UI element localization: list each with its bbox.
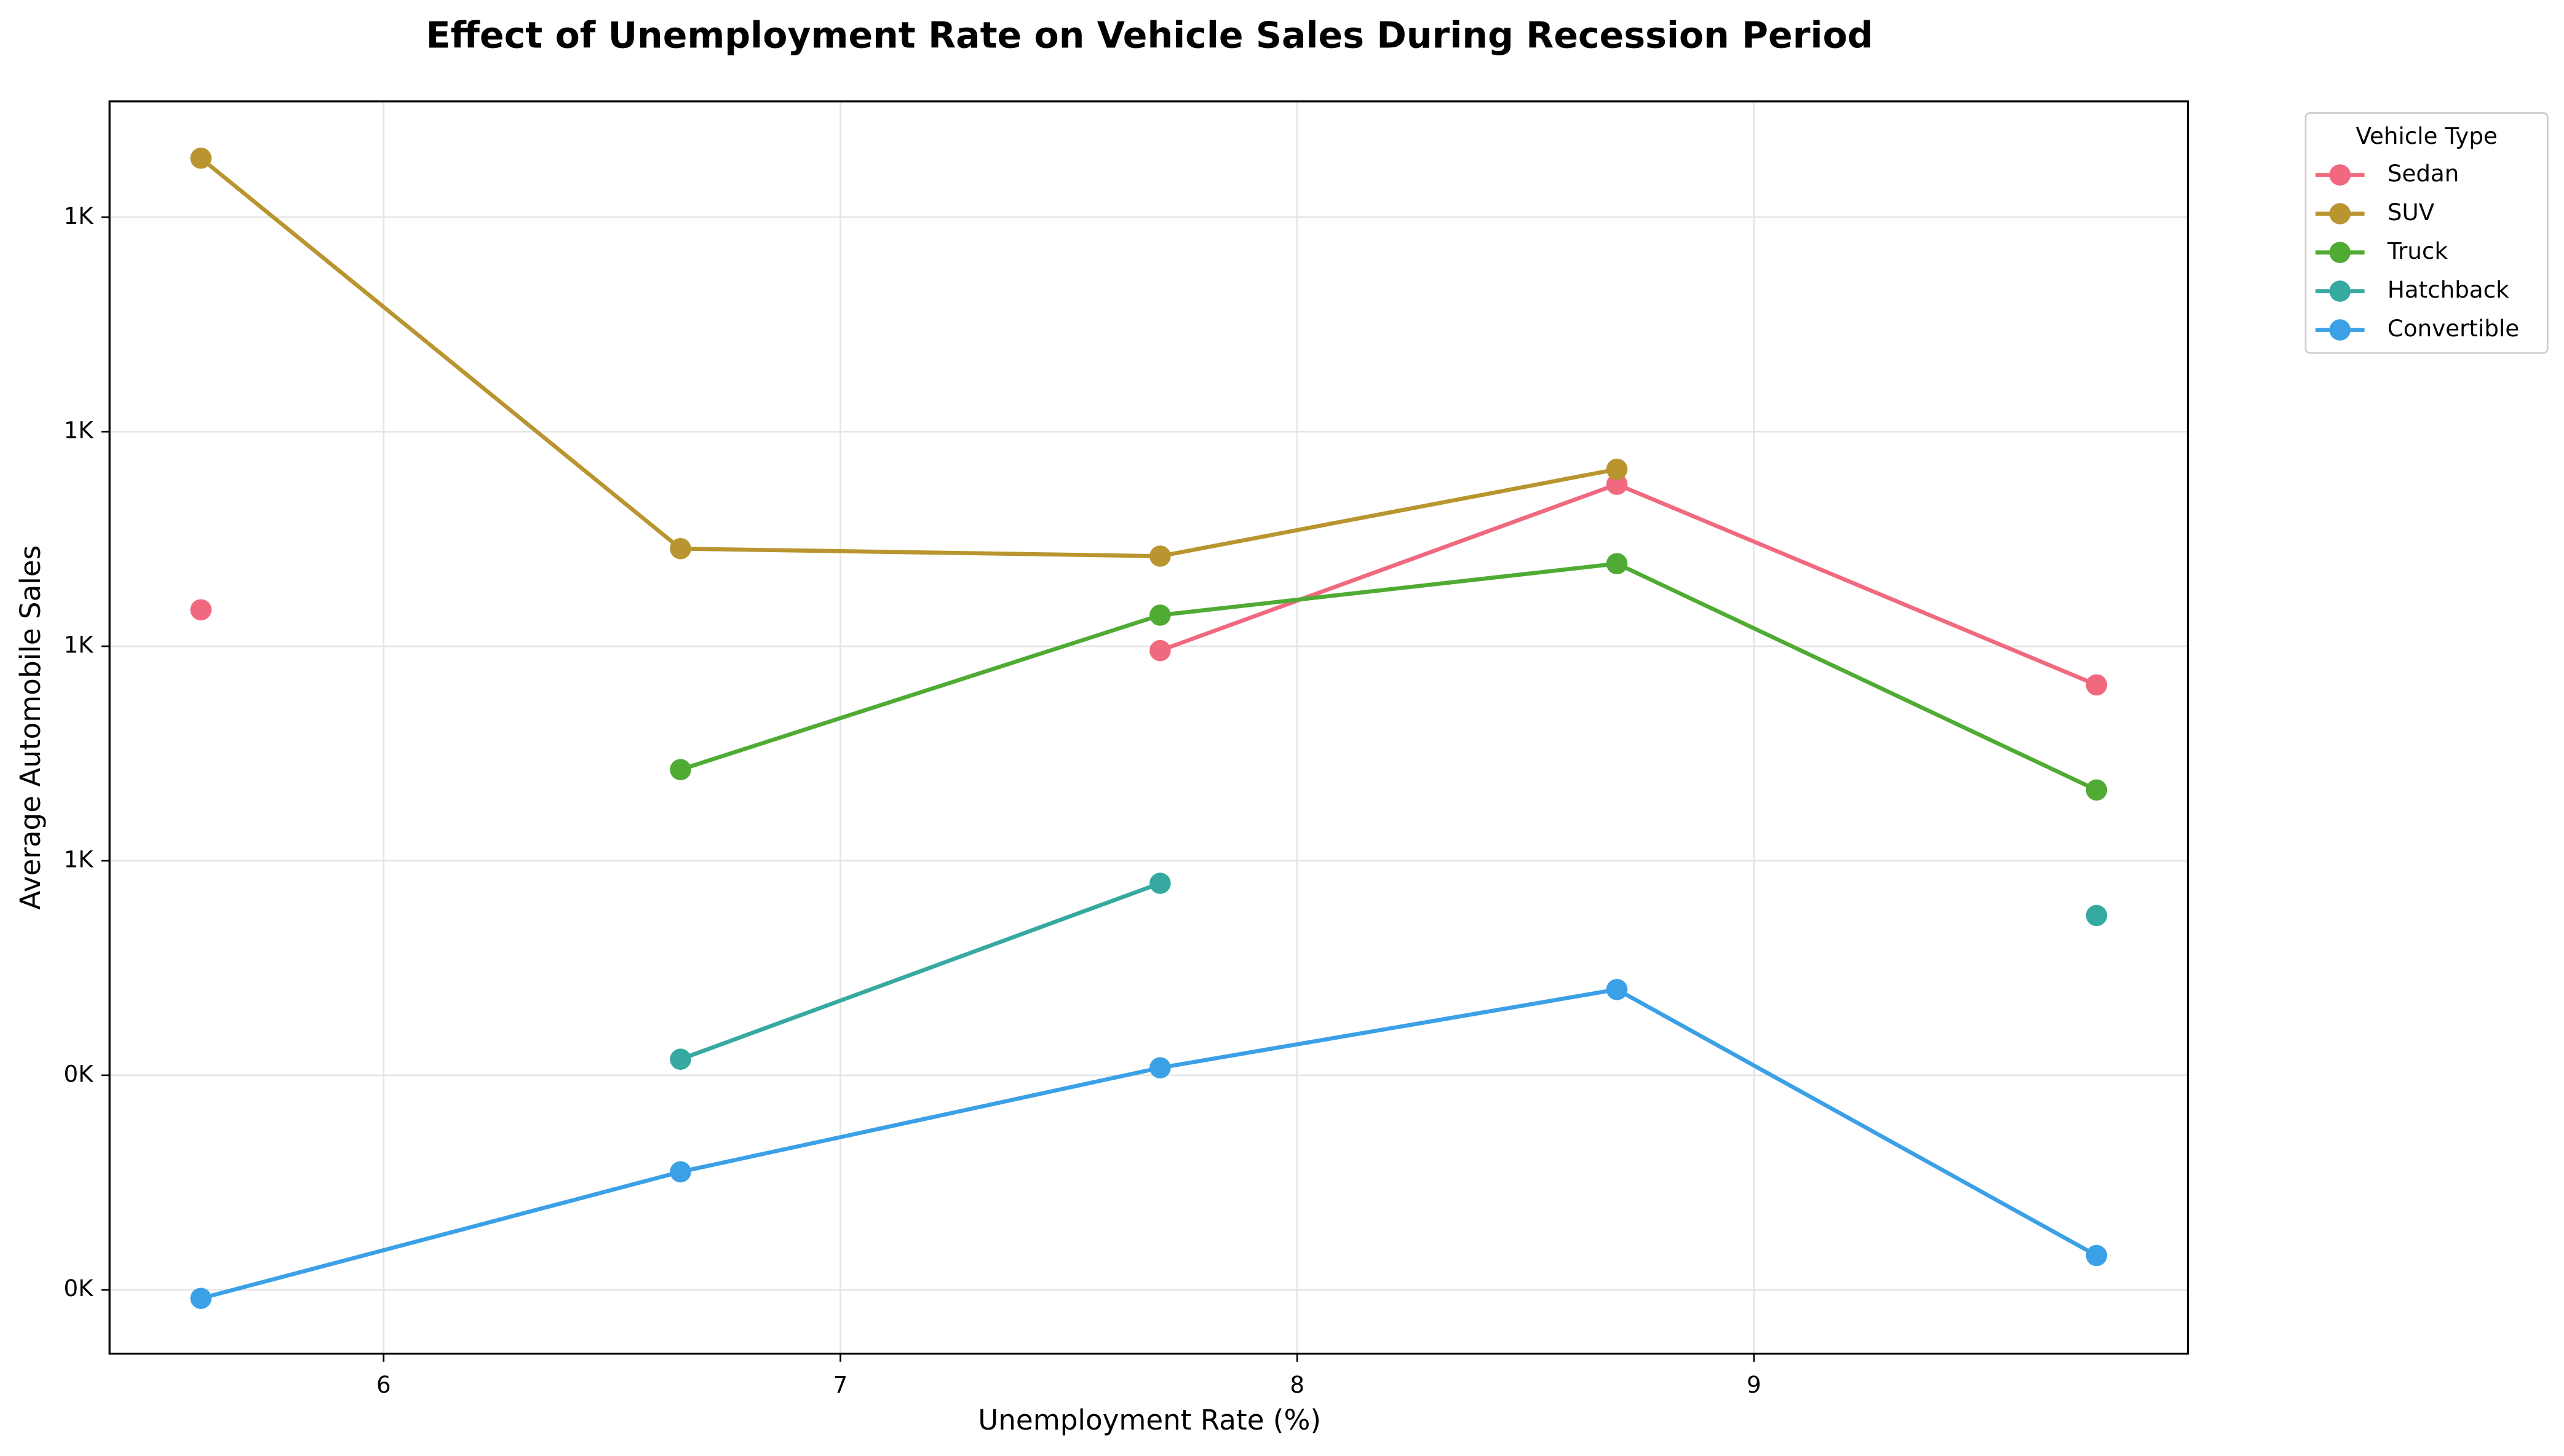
data-point [1606,458,1628,480]
data-point [670,759,691,780]
legend-label: SUV [2387,199,2435,226]
data-point [1149,1057,1171,1078]
grid: 6 7 8 9 0K 0K 1K 1K 1K 1K [63,101,2188,1398]
legend: Vehicle Type Sedan SUV Truck Hatchback Conve… [2304,112,2549,354]
x-tick-label: 8 [1290,1371,1304,1398]
legend-marker [2329,242,2351,263]
y-tick-label: 1K [63,202,94,229]
y-tick-label: 1K [63,845,94,872]
y-tick-label: 1K [63,417,94,444]
legend-label: Sedan [2387,160,2459,187]
y-tick-label: 0K [63,1060,94,1087]
legend-box [2304,112,2549,354]
data-point [1606,979,1628,1000]
y-axis-label: Average Automobile Sales [14,545,47,910]
chart-title: Effect of Unemployment Rate on Vehicle S… [426,14,1873,56]
data-point [1606,473,1628,495]
legend-marker [2329,280,2351,302]
y-tick-label: 0K [63,1275,94,1302]
data-point [2086,1244,2108,1267]
legend-marker [2329,319,2351,341]
data-point [1606,553,1628,575]
data-point [190,148,212,169]
legend-label: Truck [2387,237,2448,264]
data-point [670,538,691,560]
data-point [2086,674,2108,696]
legend-label: Convertible [2387,315,2519,342]
data-point [190,599,212,621]
data-point [1149,545,1171,567]
data-point [1149,872,1171,894]
series-line [199,156,1617,558]
x-tick-label: 9 [1747,1371,1761,1398]
data-point [1149,604,1171,626]
x-tick-label: 7 [833,1371,848,1398]
y-tick-label: 1K [63,631,94,659]
legend-label: Hatchback [2387,276,2509,303]
series-line [680,561,2098,792]
legend-marker [2329,164,2351,186]
data-point [190,1288,212,1309]
legend-title: Vehicle Type [2356,122,2497,149]
legend-marker [2329,203,2351,224]
data-point [1149,639,1171,662]
x-tick-label: 6 [376,1371,391,1398]
x-axis-label: Unemployment Rate (%) [978,1404,1321,1436]
plot-area [190,148,2108,1309]
data-point [670,1161,691,1183]
data-point [670,1048,691,1070]
data-point [2086,779,2108,801]
data-point [2086,904,2108,927]
plot-frame [108,100,2189,1355]
